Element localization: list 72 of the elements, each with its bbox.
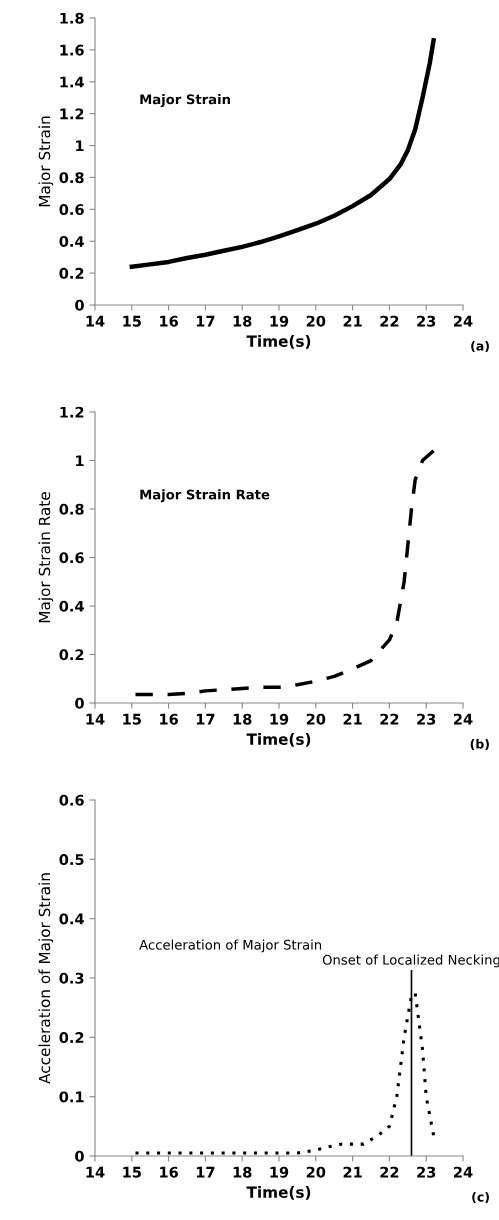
y-tick-label: 0.5 xyxy=(59,854,84,866)
annotation: Major Strain Rate xyxy=(140,489,270,503)
x-tick-label: 23 xyxy=(417,713,436,725)
y-tick-label: 1.6 xyxy=(60,44,84,56)
x-tick-label: 14 xyxy=(86,315,105,327)
y-tick-label: 1 xyxy=(76,455,84,467)
y-tick-label: 0.8 xyxy=(59,172,84,184)
y-tick-label: 1.2 xyxy=(60,108,84,120)
text: (a) xyxy=(471,340,489,353)
y-tick-label: 0.2 xyxy=(59,1032,84,1044)
y-tick-label: 0.1 xyxy=(59,1091,84,1103)
y-tick-label: 0.6 xyxy=(59,552,84,564)
x-tick-label: 22 xyxy=(380,315,399,327)
x-tick-label: 17 xyxy=(196,315,215,327)
annotation: Acceleration of Major Strain xyxy=(139,939,322,953)
y-axis-title: Major Strain xyxy=(38,116,54,207)
x-tick-label: 23 xyxy=(417,1166,436,1178)
x-axis-title: Time(s) xyxy=(246,335,311,349)
x-tick-label: 21 xyxy=(343,1166,362,1178)
x-tick-label: 21 xyxy=(343,315,362,327)
x-tick-label: 22 xyxy=(380,1166,399,1178)
annotation: Major Strain xyxy=(140,94,230,107)
y-tick-label: 0.4 xyxy=(59,235,84,247)
y-tick-label: 0 xyxy=(75,1150,84,1162)
x-tick-label: 23 xyxy=(417,315,436,327)
y-axis-title: Acceleration of Major Strain xyxy=(38,873,54,1084)
x-tick-label: 14 xyxy=(86,1166,105,1178)
x-tick-label: 24 xyxy=(454,315,473,327)
x-tick-label: 19 xyxy=(270,1166,289,1178)
x-tick-label: 19 xyxy=(270,713,289,725)
x-tick-label: 24 xyxy=(454,1166,473,1178)
line-series xyxy=(133,449,436,697)
y-tick-label: 0.6 xyxy=(59,204,84,216)
y-tick-label: 0.4 xyxy=(59,600,84,612)
y-tick-label: 0.6 xyxy=(59,794,84,806)
x-tick-label: 20 xyxy=(306,315,326,327)
y-tick-label: 1.2 xyxy=(60,406,84,418)
x-tick-label: 18 xyxy=(233,1166,252,1178)
y-tick-label: 1.4 xyxy=(60,76,84,88)
x-tick-label: 19 xyxy=(270,315,289,327)
x-tick-label: 15 xyxy=(123,713,141,725)
y-tick-label: 0.8 xyxy=(59,503,84,515)
y-axis-title: Major Strain Rate xyxy=(38,492,54,623)
x-axis-title: Time(s) xyxy=(246,733,311,747)
text: (c) xyxy=(472,1191,489,1204)
x-tick-label: 15 xyxy=(123,1166,141,1178)
text: (b) xyxy=(470,738,489,751)
y-tick-label: 0 xyxy=(75,697,84,709)
y-tick-label: 0 xyxy=(75,299,84,311)
y-tick-label: 0.2 xyxy=(59,649,84,661)
y-tick-label: 0.2 xyxy=(59,267,84,279)
x-tick-label: 18 xyxy=(233,713,252,725)
x-axis-title: Time(s) xyxy=(246,1186,311,1200)
x-tick-label: 21 xyxy=(343,713,362,725)
y-tick-label: 1.8 xyxy=(60,12,84,24)
x-tick-label: 22 xyxy=(380,713,399,725)
y-tick-label: 1 xyxy=(76,140,84,152)
line-series xyxy=(129,38,436,269)
x-tick-label: 18 xyxy=(233,315,252,327)
x-tick-label: 16 xyxy=(160,315,178,327)
x-tick-label: 15 xyxy=(123,315,141,327)
x-tick-label: 16 xyxy=(160,713,178,725)
x-tick-label: 16 xyxy=(160,1166,178,1178)
x-tick-label: 17 xyxy=(196,713,215,725)
x-tick-label: 17 xyxy=(196,1166,215,1178)
ref-line-label: Onset of Localized Necking xyxy=(322,954,499,968)
x-tick-label: 14 xyxy=(86,713,105,725)
y-tick-label: 0.4 xyxy=(59,913,84,925)
y-tick-label: 0.3 xyxy=(59,972,84,984)
x-tick-label: 24 xyxy=(454,713,473,725)
x-tick-label: 20 xyxy=(306,713,326,725)
x-tick-label: 20 xyxy=(306,1166,326,1178)
